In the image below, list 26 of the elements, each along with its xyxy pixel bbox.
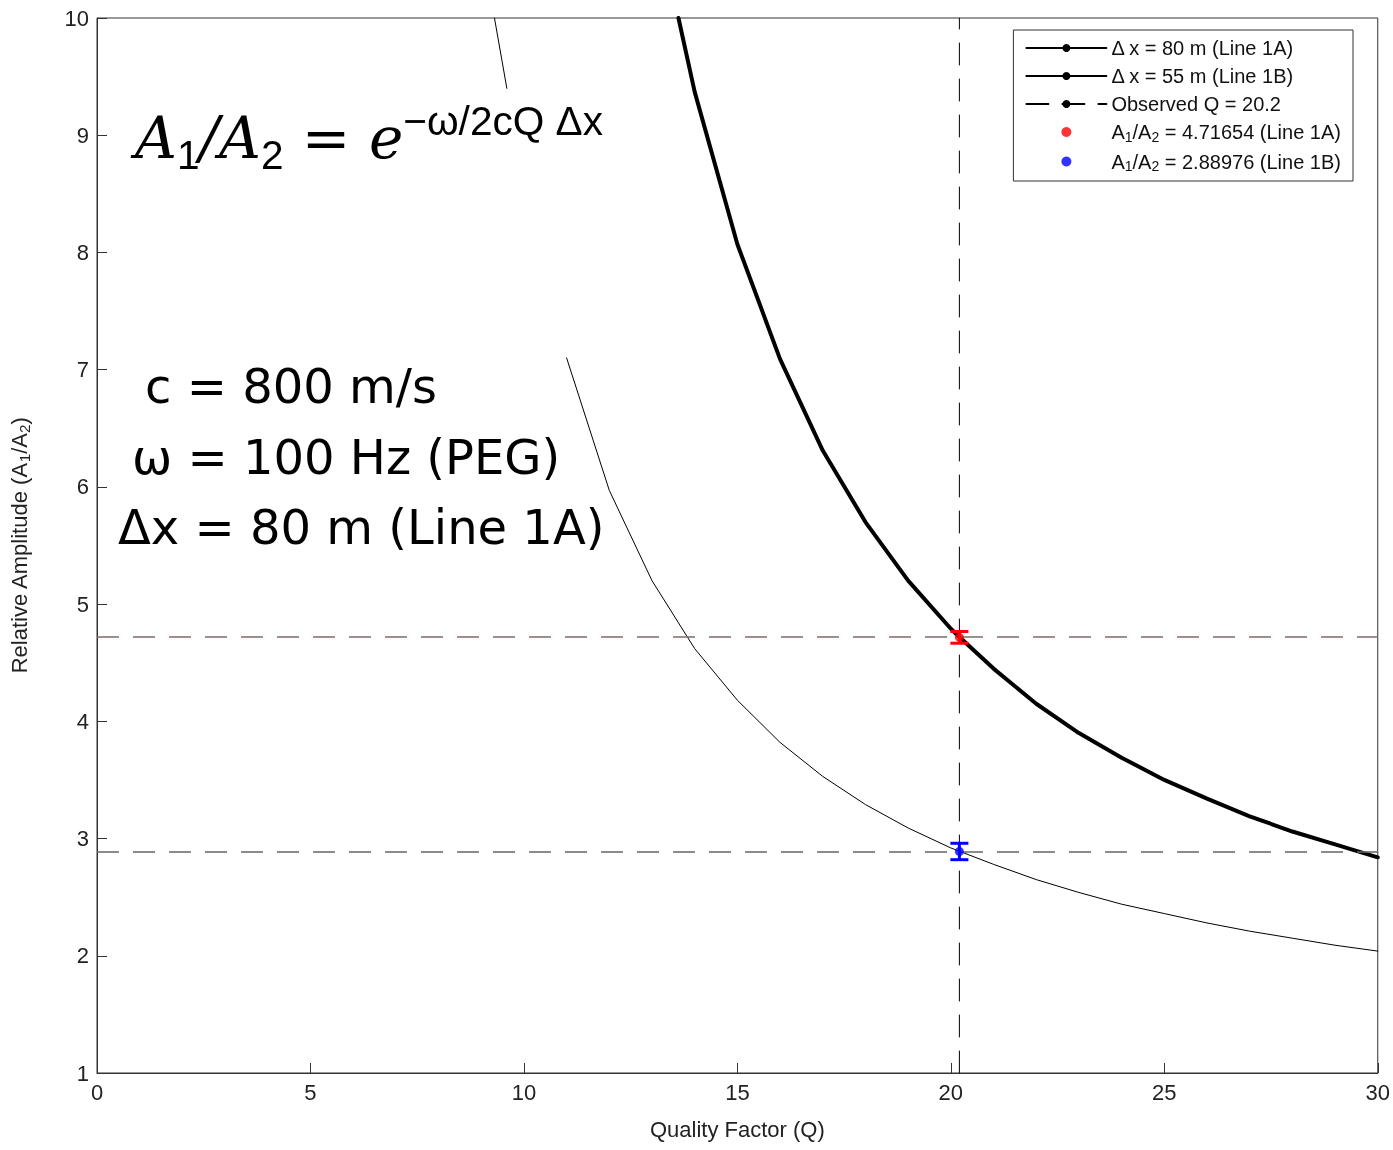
y-tick-label: 5	[76, 591, 89, 617]
y-axis-title: Relative Amplitude (A1/A2)	[7, 417, 33, 674]
annotation: ω = 100 Hz (PEG)	[132, 429, 561, 485]
x-tick-label: 30	[1365, 1079, 1391, 1105]
x-axis-title: Quality Factor (Q)	[649, 1116, 825, 1142]
x-tick-label: 0	[90, 1079, 104, 1105]
x-tick-label: 5	[304, 1079, 317, 1105]
y-tick-label: 3	[76, 826, 89, 852]
x-tick-label: 15	[725, 1079, 750, 1105]
y-tick-label: 2	[76, 943, 89, 969]
legend-label: Δ x = 80 m (Line 1A)	[1111, 37, 1294, 59]
y-tick-label: 6	[76, 474, 89, 500]
x-tick-label: 10	[511, 1079, 537, 1105]
legend-label: Δ x = 55 m (Line 1B)	[1111, 65, 1294, 87]
x-tick-label: 25	[1152, 1079, 1177, 1105]
line-series	[676, 16, 1380, 860]
annotation: Δx = 80 m (Line 1A)	[118, 499, 605, 555]
y-tick-label: 10	[64, 5, 89, 31]
y-tick-label: 9	[76, 122, 89, 148]
y-tick-label: 7	[76, 357, 89, 383]
y-tick-label: 8	[76, 239, 89, 265]
y-tick-label: 1	[76, 1060, 89, 1086]
annotation: c = 800 m/s	[145, 358, 437, 414]
x-tick-label: 20	[938, 1079, 964, 1105]
legend-label: Observed Q = 20.2	[1111, 93, 1281, 115]
y-tick-label: 4	[76, 708, 89, 734]
